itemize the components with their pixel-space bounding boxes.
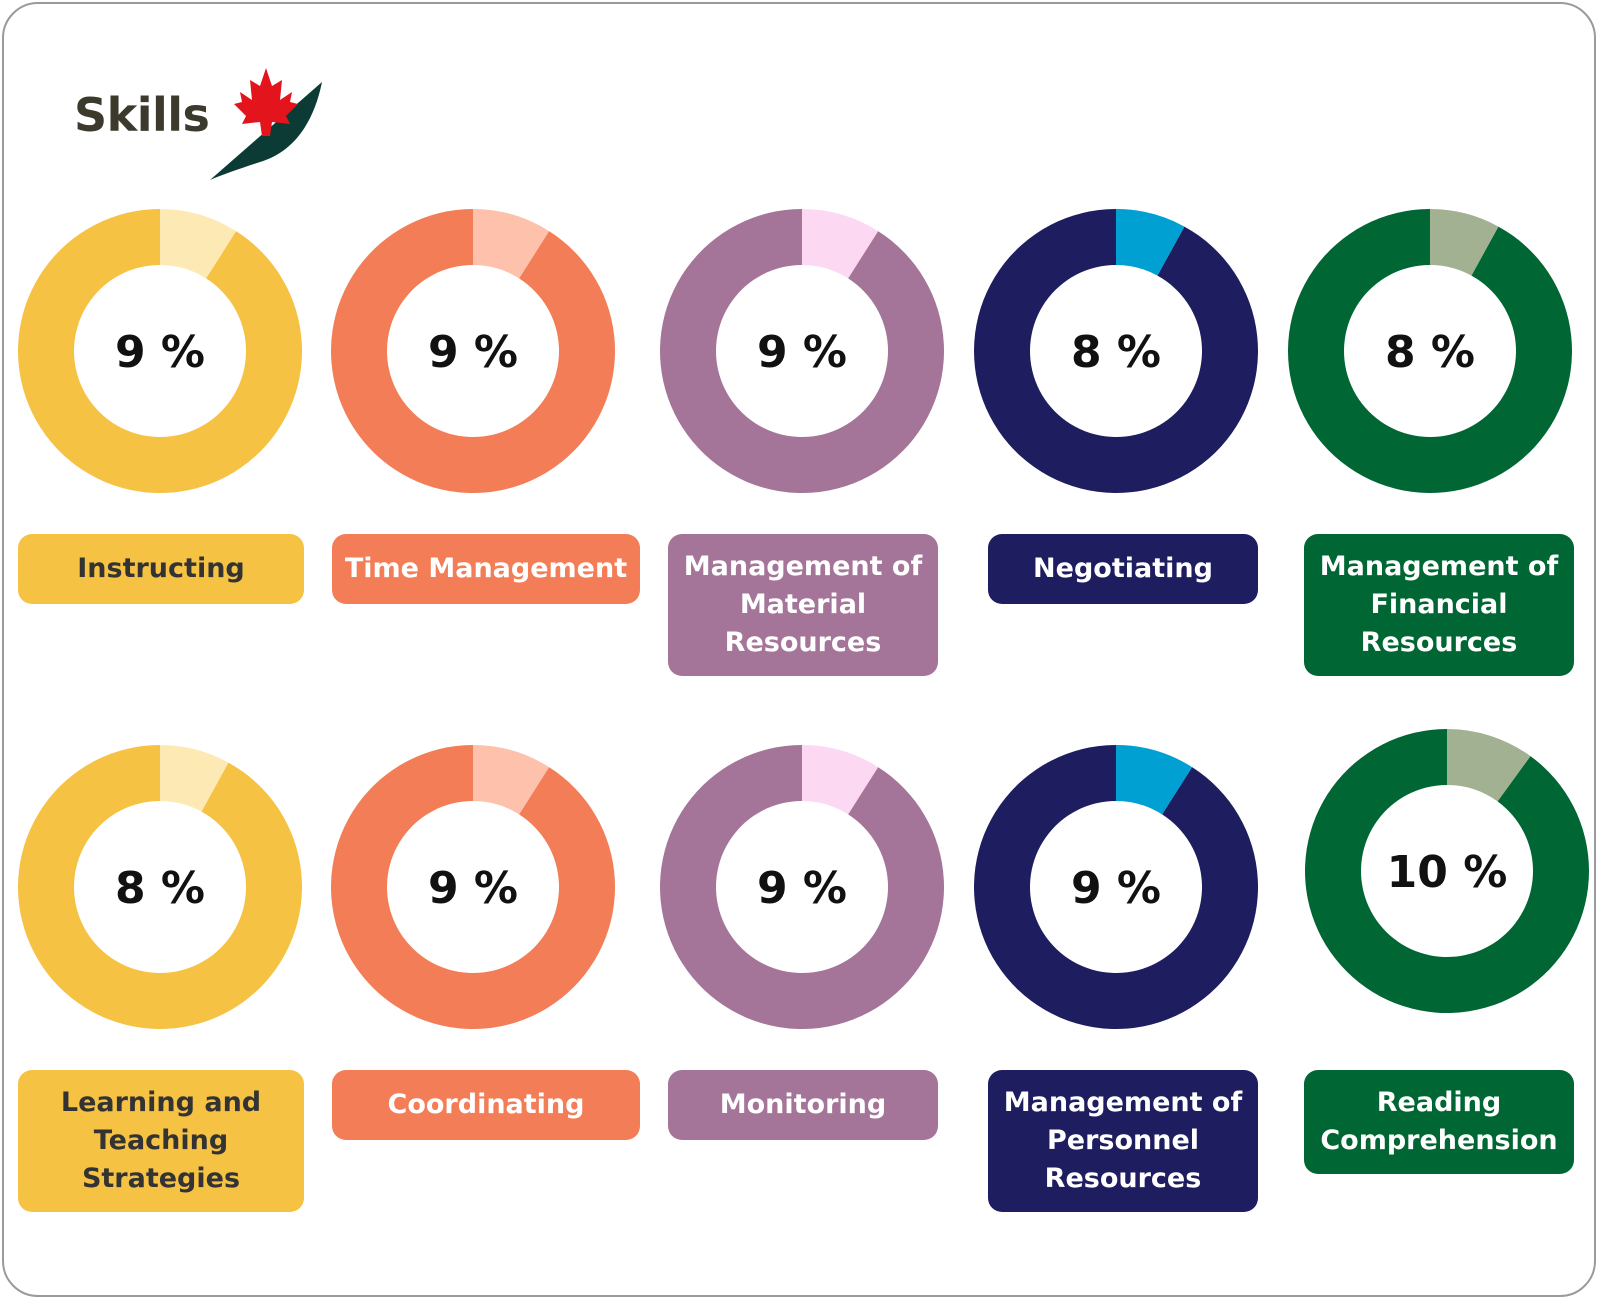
skill-label: Learning and Teaching Strategies bbox=[18, 1070, 304, 1212]
donut-percent-label: 9 % bbox=[428, 863, 518, 914]
donut-percent-label: 9 % bbox=[757, 863, 847, 914]
donut-percent-label: 9 % bbox=[757, 327, 847, 378]
donut-remainder-arc bbox=[1305, 729, 1589, 1013]
skill-label: Coordinating bbox=[332, 1070, 640, 1140]
donut-value-arc bbox=[160, 209, 237, 279]
maple-leaf-checkmark-icon bbox=[210, 68, 322, 180]
donut-percent-label: 9 % bbox=[1071, 863, 1161, 914]
donut-remainder-arc bbox=[974, 209, 1258, 493]
donut-4: 8 % bbox=[974, 209, 1258, 493]
donut-remainder-arc bbox=[660, 745, 944, 1029]
skill-label: Monitoring bbox=[668, 1070, 938, 1140]
donut-percent-label: 8 % bbox=[1071, 327, 1161, 378]
skill-label: Instructing bbox=[18, 534, 304, 604]
donut-remainder-arc bbox=[974, 745, 1258, 1029]
donut-remainder-arc bbox=[18, 209, 302, 493]
donut-value-arc bbox=[1116, 745, 1193, 815]
donut-remainder-arc bbox=[660, 209, 944, 493]
donut-value-arc bbox=[1430, 209, 1499, 276]
donut-percent-label: 10 % bbox=[1387, 847, 1508, 898]
donut-3: 9 % bbox=[660, 209, 944, 493]
skill-label: Negotiating bbox=[988, 534, 1258, 604]
donut-1: 9 % bbox=[18, 209, 302, 493]
skill-label: Management of Personnel Resources bbox=[988, 1070, 1258, 1212]
skill-label: Time Management bbox=[332, 534, 640, 604]
donut-6: 8 % bbox=[17, 745, 302, 1029]
donut-remainder-arc bbox=[1288, 209, 1572, 493]
donut-remainder-arc bbox=[17, 745, 302, 1029]
donut-10: 10 % bbox=[1305, 729, 1589, 1013]
donut-value-arc bbox=[160, 745, 229, 812]
donut-7: 9 % bbox=[331, 745, 615, 1029]
donut-value-arc bbox=[473, 745, 550, 815]
skill-label: Reading Comprehension bbox=[1304, 1070, 1574, 1174]
donut-value-arc bbox=[1116, 209, 1185, 276]
donut-8: 9 % bbox=[660, 745, 944, 1029]
donut-remainder-arc bbox=[331, 209, 615, 493]
donut-5: 8 % bbox=[1288, 209, 1572, 493]
donut-value-arc bbox=[802, 209, 879, 279]
skills-logo: Skills bbox=[74, 66, 334, 182]
donut-percent-label: 8 % bbox=[1385, 327, 1475, 378]
donut-percent-label: 8 % bbox=[115, 863, 205, 914]
donut-value-arc bbox=[802, 745, 879, 815]
skill-label: Management of Material Resources bbox=[668, 534, 938, 676]
skill-label: Management of Financial Resources bbox=[1304, 534, 1574, 676]
donut-9: 9 % bbox=[974, 745, 1258, 1029]
donut-percent-label: 9 % bbox=[428, 327, 518, 378]
donut-remainder-arc bbox=[331, 745, 615, 1029]
donut-2: 9 % bbox=[331, 209, 615, 493]
donut-percent-label: 9 % bbox=[115, 327, 205, 378]
logo-text: Skills bbox=[74, 88, 210, 142]
donut-value-arc bbox=[1447, 729, 1531, 802]
donut-value-arc bbox=[473, 209, 550, 279]
